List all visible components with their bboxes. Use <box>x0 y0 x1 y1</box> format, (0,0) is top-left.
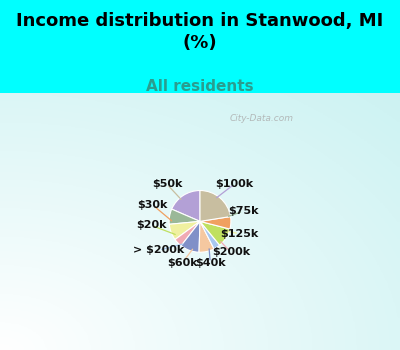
Text: > $200k: > $200k <box>133 245 184 255</box>
Text: $30k: $30k <box>138 200 168 210</box>
Wedge shape <box>172 190 200 221</box>
Text: $100k: $100k <box>215 179 253 189</box>
Text: $75k: $75k <box>228 206 258 216</box>
Text: All residents: All residents <box>146 79 254 94</box>
Wedge shape <box>200 221 220 249</box>
Text: $20k: $20k <box>136 220 167 231</box>
Wedge shape <box>175 221 200 246</box>
Wedge shape <box>199 221 214 252</box>
Text: $50k: $50k <box>152 179 182 189</box>
Wedge shape <box>169 209 200 224</box>
Wedge shape <box>200 221 230 245</box>
Wedge shape <box>200 217 231 229</box>
Wedge shape <box>200 190 230 221</box>
Text: $200k: $200k <box>212 247 250 257</box>
Wedge shape <box>181 221 200 252</box>
Text: $40k: $40k <box>195 258 226 267</box>
Wedge shape <box>169 221 200 239</box>
Text: Income distribution in Stanwood, MI
(%): Income distribution in Stanwood, MI (%) <box>16 12 384 52</box>
Text: $60k: $60k <box>167 258 198 267</box>
Text: $125k: $125k <box>220 229 258 239</box>
Text: City-Data.com: City-Data.com <box>230 114 294 123</box>
